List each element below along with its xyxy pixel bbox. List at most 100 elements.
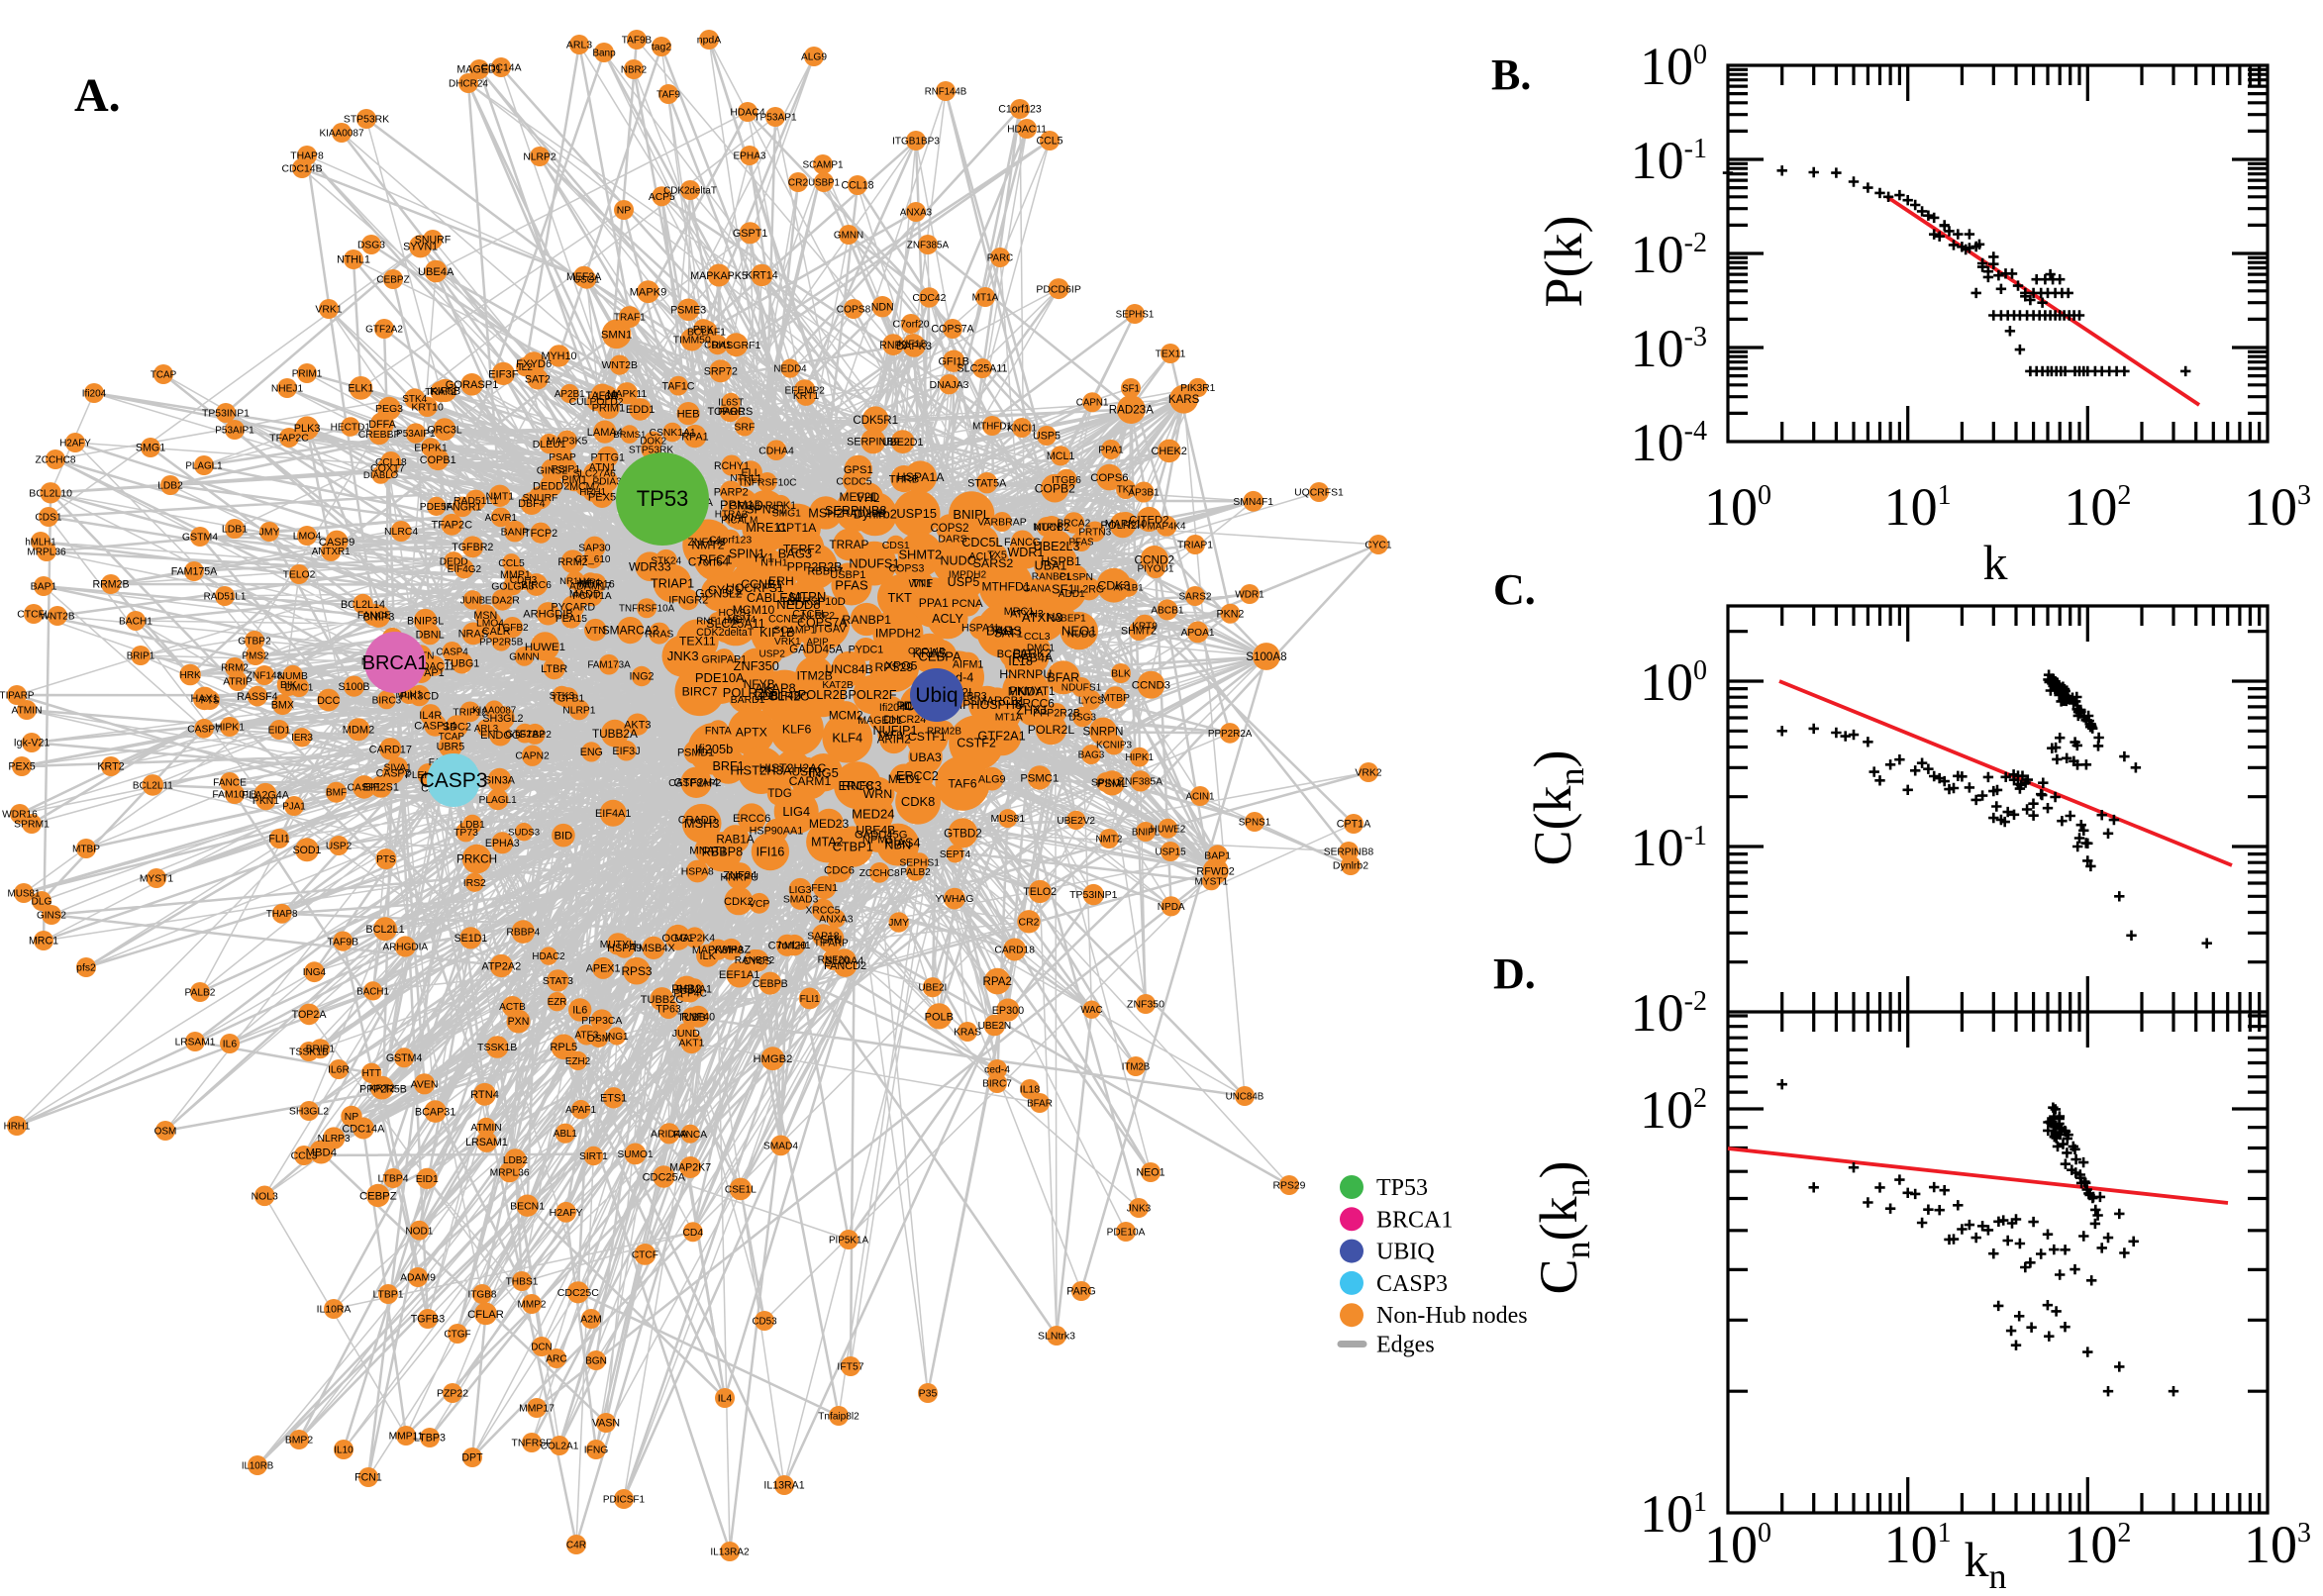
svg-text:TFCP2: TFCP2	[524, 528, 557, 540]
svg-text:DEDD: DEDD	[440, 557, 468, 568]
svg-text:CCL18: CCL18	[375, 457, 407, 468]
svg-text:TNF: TNF	[912, 577, 934, 589]
svg-text:10-1: 10-1	[1631, 818, 1707, 877]
svg-text:BNIP3: BNIP3	[363, 611, 395, 623]
svg-text:EID1: EID1	[416, 1174, 439, 1185]
svg-text:PSAP: PSAP	[549, 452, 576, 463]
svg-text:JNK3: JNK3	[1127, 1204, 1152, 1215]
svg-text:RRAS: RRAS	[645, 629, 673, 640]
svg-text:MAP4K4: MAP4K4	[1148, 522, 1186, 533]
svg-text:JNK3: JNK3	[667, 648, 699, 663]
svg-text:DLEU1: DLEU1	[533, 439, 566, 450]
svg-text:ELK1: ELK1	[348, 383, 373, 395]
svg-text:P(k): P(k)	[1534, 216, 1593, 308]
svg-text:TP53AP1: TP53AP1	[754, 113, 797, 124]
svg-text:RRM2: RRM2	[557, 556, 587, 568]
svg-text:TDG: TDG	[767, 788, 791, 800]
svg-text:ARHGDIA: ARHGDIA	[383, 943, 429, 953]
svg-text:MAPKAPK5: MAPKAPK5	[690, 270, 748, 282]
svg-text:DCC: DCC	[317, 695, 340, 707]
svg-text:CFLAR: CFLAR	[467, 1309, 504, 1321]
svg-text:CASP8AP2: CASP8AP2	[668, 778, 722, 789]
svg-text:HUWE2: HUWE2	[1151, 824, 1186, 835]
svg-text:HRH1: HRH1	[4, 1121, 31, 1132]
svg-text:ATXN3: ATXN3	[1010, 609, 1044, 621]
svg-text:SAT2: SAT2	[525, 374, 551, 386]
svg-text:SIN3A: SIN3A	[484, 775, 516, 787]
svg-text:AP1B1: AP1B1	[1114, 583, 1144, 594]
svg-text:PIK3CD: PIK3CD	[400, 690, 439, 702]
svg-text:SPRM1: SPRM1	[14, 820, 50, 831]
svg-text:KIF1B: KIF1B	[759, 626, 794, 640]
svg-text:APOA1: APOA1	[1181, 628, 1215, 639]
svg-text:PALB2: PALB2	[900, 867, 931, 878]
svg-text:IFI16: IFI16	[756, 846, 784, 859]
svg-text:TP53: TP53	[637, 486, 689, 511]
svg-text:PSIP1: PSIP1	[552, 463, 581, 475]
svg-text:MTHFD1: MTHFD1	[972, 421, 1012, 432]
svg-text:SE1D1: SE1D1	[454, 933, 488, 945]
svg-text:CDC25A: CDC25A	[643, 1171, 686, 1183]
svg-text:NUDC: NUDC	[941, 554, 976, 568]
svg-text:NTH1: NTH1	[760, 557, 788, 569]
svg-text:AIFM1: AIFM1	[953, 658, 984, 670]
svg-text:BMP2: BMP2	[285, 1436, 314, 1446]
svg-text:SMARCA2: SMARCA2	[602, 624, 659, 638]
svg-text:FAM101B: FAM101B	[212, 790, 256, 801]
svg-text:DSG3: DSG3	[1069, 713, 1097, 724]
svg-text:RANBP1: RANBP1	[1032, 572, 1072, 583]
svg-text:LIG4: LIG4	[782, 804, 810, 819]
svg-text:C7orf20: C7orf20	[768, 941, 807, 952]
svg-text:IL13RA2: IL13RA2	[710, 1547, 750, 1558]
svg-text:SIRT1: SIRT1	[579, 1151, 608, 1162]
svg-text:KIAA0087: KIAA0087	[319, 129, 363, 140]
svg-text:EID1: EID1	[268, 726, 291, 737]
svg-text:HMGB2: HMGB2	[754, 1053, 793, 1065]
svg-text:TAF9B: TAF9B	[328, 937, 359, 948]
svg-text:NUMB: NUMB	[278, 671, 308, 682]
svg-text:FANCG: FANCG	[1004, 537, 1041, 549]
svg-text:PARC: PARC	[718, 407, 746, 418]
svg-text:BIRC7: BIRC7	[982, 1079, 1012, 1090]
svg-text:HDAC4: HDAC4	[730, 108, 764, 119]
svg-text:IL6ST: IL6ST	[718, 398, 744, 409]
svg-text:C1orf123: C1orf123	[998, 104, 1042, 116]
svg-text:A2M: A2M	[580, 1314, 602, 1326]
svg-text:PDE10A: PDE10A	[695, 670, 745, 685]
svg-text:IL6R: IL6R	[328, 1065, 350, 1076]
svg-text:POLR2G: POLR2G	[723, 685, 774, 700]
svg-text:TKT: TKT	[1117, 484, 1135, 495]
svg-text:DARS: DARS	[986, 624, 1022, 639]
svg-text:SH3GL2: SH3GL2	[289, 1106, 329, 1118]
svg-text:PYDC1: PYDC1	[849, 645, 884, 656]
svg-text:KIF5B: KIF5B	[430, 385, 460, 397]
svg-text:ING4: ING4	[303, 967, 327, 978]
svg-text:PLAGL1: PLAGL1	[185, 461, 223, 472]
svg-text:WNT2B: WNT2B	[602, 360, 638, 371]
svg-text:CDK2deltaT: CDK2deltaT	[663, 186, 717, 197]
svg-text:USP15: USP15	[896, 506, 937, 521]
svg-text:BMF: BMF	[326, 788, 347, 799]
svg-text:CCND3: CCND3	[1132, 680, 1170, 692]
svg-text:IL2RG: IL2RG	[1073, 584, 1104, 596]
svg-text:CARD18: CARD18	[994, 946, 1035, 956]
svg-text:WDR1: WDR1	[1007, 546, 1044, 559]
svg-text:CHEK2: CHEK2	[1152, 446, 1187, 457]
svg-text:LMO4: LMO4	[293, 531, 322, 543]
svg-text:MAGED1: MAGED1	[456, 64, 501, 76]
svg-text:SERPINB9: SERPINB9	[847, 437, 899, 449]
svg-text:GTBP2: GTBP2	[518, 730, 552, 741]
svg-text:POLR2L: POLR2L	[1028, 723, 1075, 737]
svg-text:GADD45A: GADD45A	[789, 644, 843, 656]
svg-text:H2AFY: H2AFY	[550, 1207, 583, 1219]
svg-text:SLNtrk3: SLNtrk3	[1038, 1331, 1075, 1343]
svg-text:ITGB8: ITGB8	[468, 1290, 497, 1301]
svg-text:PPA1: PPA1	[1098, 446, 1124, 456]
svg-text:HNRPU: HNRPU	[720, 872, 758, 884]
svg-text:NLRC4: NLRC4	[384, 527, 418, 538]
svg-text:IMPDH2: IMPDH2	[949, 570, 987, 581]
svg-text:MRPL36: MRPL36	[27, 548, 66, 558]
svg-text:MTA2: MTA2	[811, 836, 843, 849]
svg-text:CASP2: CASP2	[376, 768, 411, 780]
svg-text:10-2: 10-2	[1631, 225, 1707, 284]
